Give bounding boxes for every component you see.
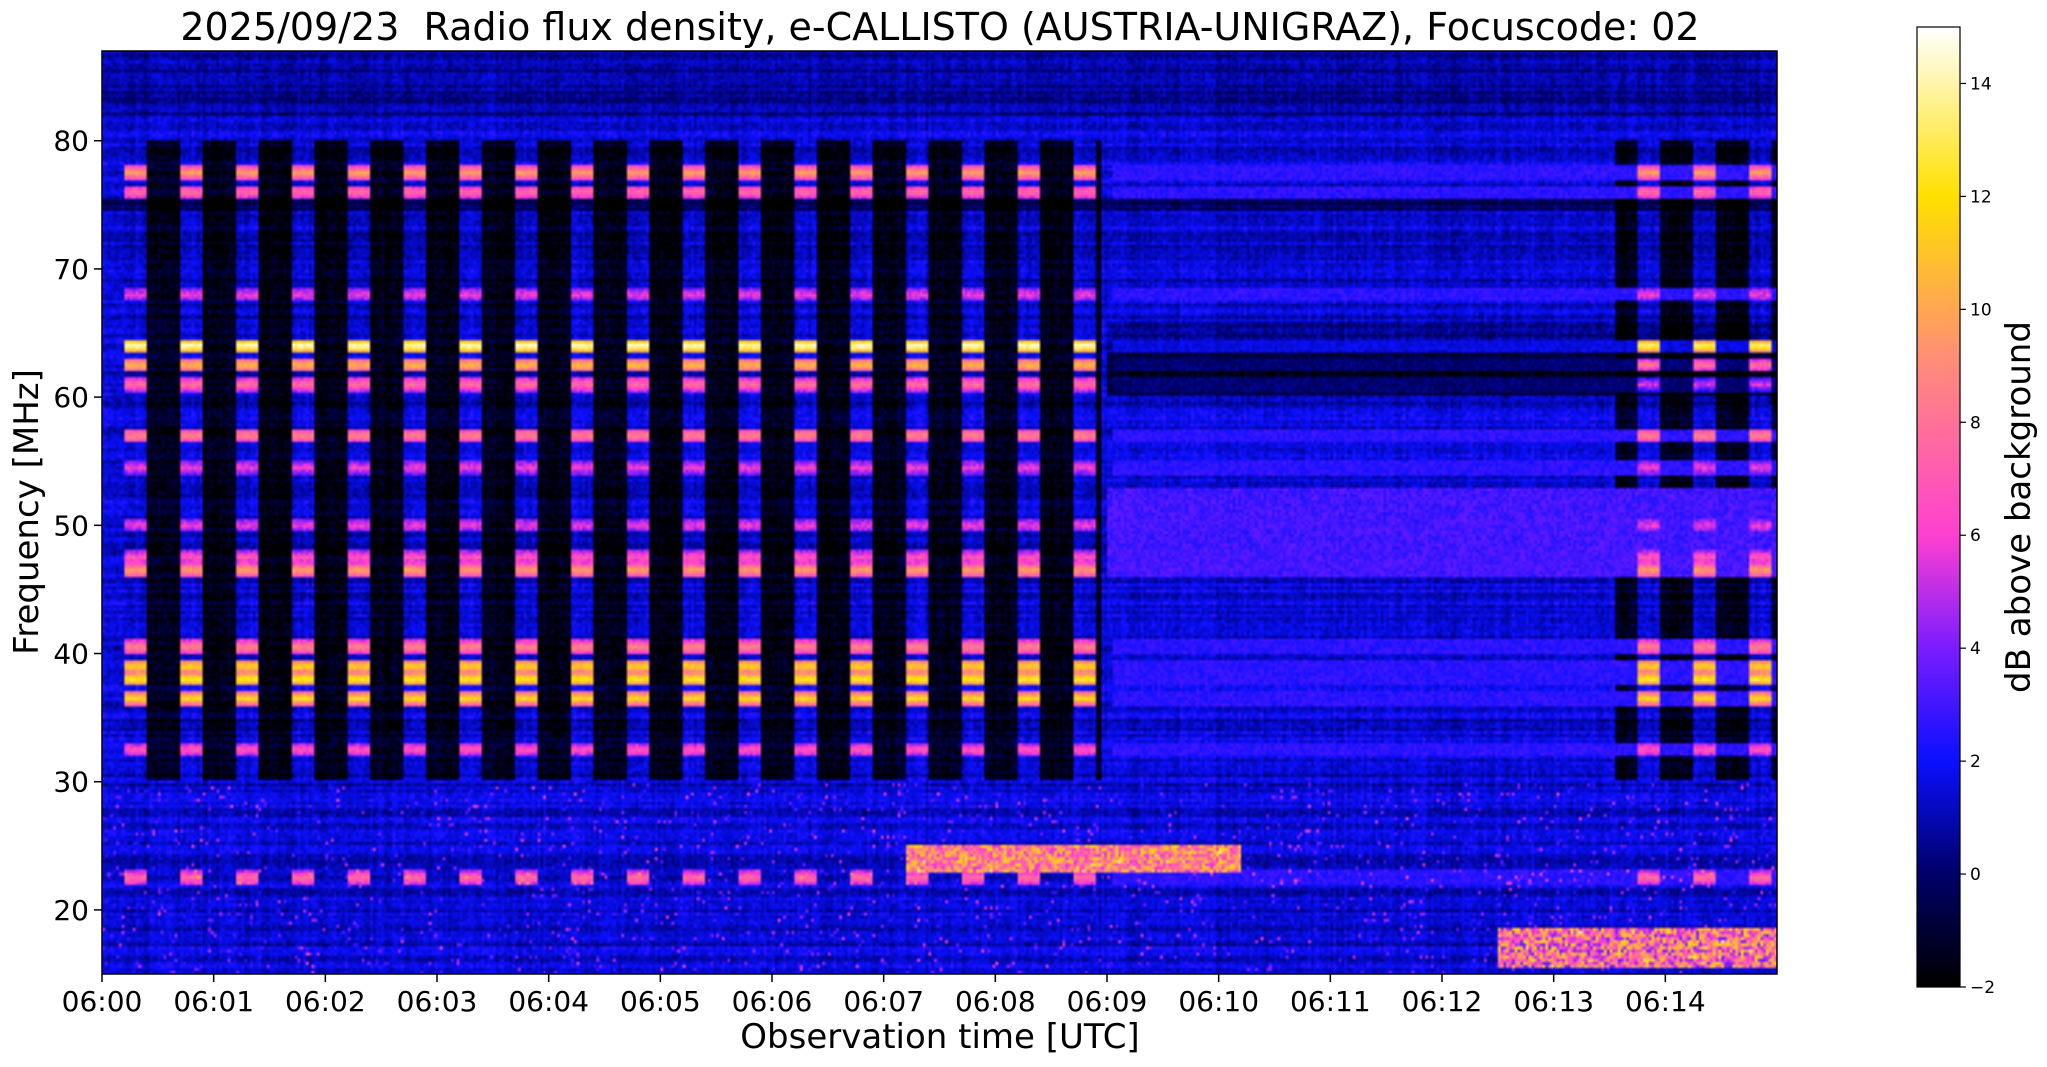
x-tick-label: 06:08 — [955, 985, 1036, 1018]
y-axis-label: Frequency [MHz] — [7, 369, 47, 655]
colorbar-tick-label: 4 — [1970, 639, 1981, 659]
x-tick-label: 06:00 — [62, 985, 143, 1018]
chart-title: 2025/09/23 Radio flux density, e-CALLIST… — [180, 5, 1699, 49]
y-tick-label: 50 — [53, 509, 89, 542]
spectrogram-heatmap — [102, 51, 1777, 974]
x-tick-label: 06:09 — [1067, 985, 1148, 1018]
x-tick-label: 06:06 — [732, 985, 813, 1018]
colorbar-gradient — [1916, 26, 1961, 988]
y-tick-label: 30 — [53, 766, 89, 799]
plot-area — [101, 50, 1778, 975]
colorbar-tick-label: −2 — [1970, 978, 1995, 998]
x-tick-label: 06:04 — [508, 985, 589, 1018]
x-tick-label: 06:12 — [1402, 985, 1483, 1018]
x-tick-label: 06:07 — [843, 985, 924, 1018]
y-tick-label: 80 — [53, 125, 89, 158]
y-tick-label: 60 — [53, 381, 89, 414]
colorbar: −2 0 2 4 6 8 10 12 14 dB above background — [1916, 26, 2039, 998]
x-tick-label: 06:03 — [397, 985, 478, 1018]
colorbar-tick-label: 14 — [1970, 74, 1992, 94]
x-tick-label: 06:13 — [1513, 985, 1594, 1018]
colorbar-tick-label: 0 — [1970, 865, 1981, 885]
y-axis: 20 30 40 50 60 70 80 — [53, 125, 102, 927]
x-tick-label: 06:14 — [1625, 985, 1706, 1018]
x-tick-label: 06:05 — [620, 985, 701, 1018]
x-tick-label: 06:02 — [285, 985, 366, 1018]
colorbar-tick-label: 6 — [1970, 526, 1981, 546]
colorbar-tick-label: 10 — [1970, 300, 1992, 320]
x-axis-label: Observation time [UTC] — [740, 1017, 1139, 1057]
colorbar-tick-label: 12 — [1970, 187, 1992, 207]
x-tick-label: 06:10 — [1178, 985, 1259, 1018]
x-tick-label: 06:01 — [173, 985, 254, 1018]
y-tick-label: 40 — [53, 638, 89, 671]
colorbar-tick-label: 8 — [1970, 413, 1981, 433]
colorbar-ticks: −2 0 2 4 6 8 10 12 14 — [1960, 74, 1995, 998]
plot-frame — [101, 50, 1778, 975]
x-tick-label: 06:11 — [1290, 985, 1371, 1018]
x-axis: 06:00 06:01 06:02 06:03 06:04 06:05 06:06 06:07… — [62, 974, 1706, 1018]
colorbar-label: dB above background — [1999, 321, 2039, 693]
y-tick-label: 20 — [53, 894, 89, 927]
colorbar-tick-label: 2 — [1970, 752, 1981, 772]
y-tick-label: 70 — [53, 253, 89, 286]
